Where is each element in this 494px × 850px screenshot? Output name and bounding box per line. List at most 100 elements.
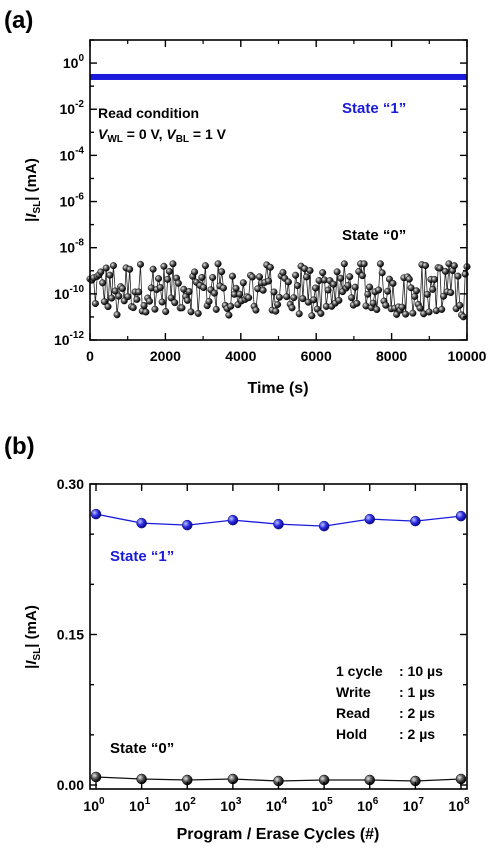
state0-point-a [351, 283, 359, 291]
state0-point-a [409, 309, 417, 317]
state0-point-a [99, 279, 107, 287]
state1-point-b [90, 508, 102, 520]
read-condition-label: Read condition [98, 105, 199, 121]
state0-point-a [266, 263, 274, 271]
state0-point-a [324, 286, 332, 294]
state0-point-a [155, 275, 163, 283]
state0-point-a [156, 284, 164, 292]
y-axis-label-b: |ISL| (mA) [23, 605, 43, 669]
state0-point-a [402, 310, 410, 318]
y-axis-label-a: |ISL| (mA) [23, 158, 43, 222]
state0-point-a [288, 304, 296, 312]
state0-point-a [100, 298, 108, 306]
state0-point-a [431, 275, 439, 283]
state0-label-b: State “0” [110, 740, 174, 757]
y-tick-label-b: 0.15 [57, 627, 84, 643]
panel-b-label: (b) [4, 433, 35, 460]
x-tick-label-a: 10000 [448, 348, 487, 364]
state0-point-a [302, 273, 310, 281]
y-tick-label-a: 10-12 [54, 330, 84, 348]
state0-point-a [200, 284, 208, 292]
timing-value: : 2 µs [399, 726, 435, 742]
state0-point-a [412, 287, 420, 295]
state1-band-a [90, 73, 467, 80]
x-tick-label-a: 2000 [150, 348, 181, 364]
state0-point-a [187, 308, 195, 316]
y-tick-label-a: 10-10 [54, 284, 84, 302]
state0-point-a [270, 288, 278, 296]
x-tick-label-a: 8000 [376, 348, 407, 364]
state1-point-b [273, 518, 284, 530]
state0-point-a [295, 310, 303, 318]
state0-point-a [158, 298, 166, 306]
state1-point-b [364, 513, 375, 525]
x-tick-label-a: 0 [86, 348, 94, 364]
state0-point-a [209, 274, 217, 282]
state0-point-a [129, 304, 137, 312]
state0-point-a [389, 279, 397, 287]
state0-point-a [438, 305, 446, 313]
state0-point-a [210, 289, 218, 297]
x-tick-label-a: 4000 [225, 348, 256, 364]
timing-table: 1 cycle: 10 µs Write: 1 µs Read: 2 µs Hold:… [336, 663, 443, 742]
state1-label-a: State “1” [342, 100, 406, 117]
state0-point-a [201, 262, 209, 270]
state0-point-a [137, 260, 145, 268]
state0-point-a [279, 268, 287, 276]
state0-point-a [194, 309, 202, 317]
x-tick-label-b: 106 [357, 796, 379, 814]
state0-point-a [272, 307, 280, 315]
x-tick-label-a: 6000 [301, 348, 332, 364]
x-tick-labels-a: 0 2000 4000 6000 8000 10000 [86, 348, 487, 364]
state0-point-a [151, 305, 159, 313]
state0-point-a [102, 264, 110, 272]
state0-point-a [185, 288, 193, 296]
state1-point-b [136, 517, 147, 529]
state0-point-a [317, 309, 325, 317]
state0-point-a [162, 308, 170, 316]
state0-point-a [142, 308, 150, 316]
state0-point-a [126, 265, 134, 273]
timing-name: Hold [336, 726, 367, 742]
state0-point-a [376, 260, 384, 268]
state0-point-a [245, 294, 253, 302]
state0-point-a [227, 302, 235, 310]
state0-point-a [335, 296, 343, 304]
x-tick-label-b: 102 [175, 796, 197, 814]
state0-point-a [398, 303, 406, 311]
timing-value: : 1 µs [399, 684, 435, 700]
state0-point-a [344, 281, 352, 289]
state0-point-a [436, 264, 444, 272]
state0-point-a [97, 268, 105, 276]
state0-point-a [283, 293, 291, 301]
state0-point-a [369, 299, 377, 307]
x-tick-label-b: 108 [448, 796, 470, 814]
state0-point-a [382, 301, 390, 309]
x-tick-label-b: 107 [403, 796, 425, 814]
state0-point-a [91, 300, 99, 308]
state0-point-a [229, 272, 237, 280]
state0-point-a [407, 284, 415, 292]
state0-point-a [149, 265, 157, 273]
state0-point-a [358, 272, 366, 280]
state1-point-b [455, 510, 467, 522]
state0-point-a [319, 269, 327, 277]
state0-point-a [169, 260, 177, 268]
state0-point-a [353, 299, 361, 307]
state0-point-a [164, 275, 172, 283]
timing-name: Read [336, 705, 370, 721]
state0-point-a [248, 273, 256, 281]
y-tick-label-a: 10-2 [60, 99, 85, 117]
timing-value: : 10 µs [399, 663, 443, 679]
state0-point-a [219, 284, 227, 292]
state0-point-a [115, 292, 123, 300]
x-tick-label-b: 105 [312, 796, 334, 814]
state0-label-a: State “0” [342, 227, 406, 244]
state0-point-a [113, 311, 121, 319]
state0-point-a [378, 269, 386, 277]
y-tick-label-a: 10-6 [60, 192, 85, 210]
state0-point-a [174, 279, 182, 287]
series-state0-a [86, 260, 471, 321]
state0-point-a [167, 294, 175, 302]
